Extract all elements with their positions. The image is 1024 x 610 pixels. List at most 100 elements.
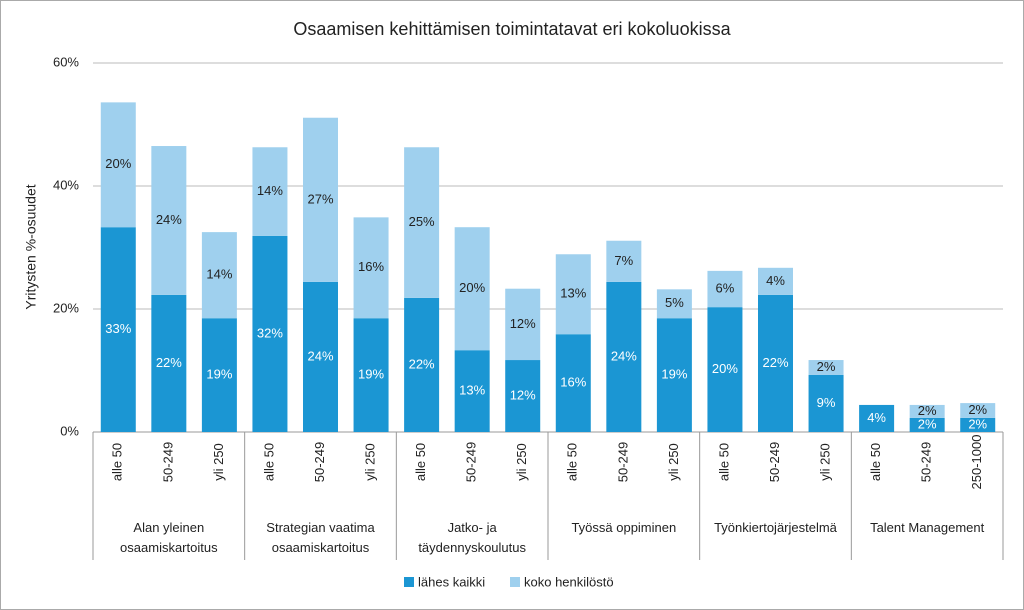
x-tick-label: 50-249 xyxy=(464,442,479,482)
y-tick-label: 0% xyxy=(60,423,79,438)
x-tick-label: alle 50 xyxy=(261,443,276,481)
data-label: 19% xyxy=(358,367,384,382)
legend-swatch xyxy=(404,577,414,587)
bar-segment xyxy=(454,227,490,351)
group-label: Alan yleinen osaamiskartoitus xyxy=(120,520,218,555)
bar-segment xyxy=(151,294,187,432)
y-tick-label: 60% xyxy=(53,54,79,69)
data-label: 6% xyxy=(716,280,735,295)
legend-label: koko henkilöstö xyxy=(524,574,614,589)
group-label: Työssä oppiminen xyxy=(571,520,677,535)
data-label: 5% xyxy=(665,295,684,310)
bar-segment xyxy=(303,281,338,432)
x-tick-label: yli 250 xyxy=(211,443,226,481)
x-tick-label: 50-249 xyxy=(312,442,327,482)
data-label: 22% xyxy=(409,356,435,371)
data-label: 27% xyxy=(307,191,333,206)
bar-segment xyxy=(100,227,136,432)
bar-segment xyxy=(505,360,541,432)
y-tick-label: 20% xyxy=(53,300,79,315)
bar-segment xyxy=(606,240,642,282)
data-label: 13% xyxy=(560,286,586,301)
data-label: 2% xyxy=(968,402,987,417)
data-label: 20% xyxy=(459,280,485,295)
bar-segment xyxy=(808,374,844,432)
bar-segment xyxy=(808,360,844,375)
data-label: 13% xyxy=(459,383,485,398)
data-label: 25% xyxy=(409,214,435,229)
data-label: 20% xyxy=(105,156,131,171)
data-label: 12% xyxy=(510,387,536,402)
data-label: 12% xyxy=(510,316,536,331)
bar-segment xyxy=(505,288,541,361)
x-tick-label: alle 50 xyxy=(868,443,883,481)
bar-segment xyxy=(151,146,187,295)
x-tick-label: alle 50 xyxy=(565,443,580,481)
bar-segment xyxy=(201,232,237,319)
bar-segment xyxy=(555,334,591,432)
x-tick-label: 250-1000 xyxy=(969,435,984,490)
data-label: 24% xyxy=(307,348,333,363)
group-label: Strategian vaatima osaamiskartoitus xyxy=(266,520,375,555)
bar-segment xyxy=(454,350,490,432)
bar-segment xyxy=(656,318,692,432)
bar-segment xyxy=(909,417,945,432)
bar-segment xyxy=(909,404,945,418)
legend-label: lähes kaikki xyxy=(418,574,485,589)
x-tick-label: 50-249 xyxy=(160,442,175,482)
bar-segment xyxy=(707,270,743,308)
data-label: 4% xyxy=(766,273,785,288)
x-tick-label: 50-249 xyxy=(767,442,782,482)
data-label: 14% xyxy=(206,267,232,282)
data-label: 20% xyxy=(712,361,738,376)
bar-segment xyxy=(960,403,996,418)
bar-segment xyxy=(303,117,338,282)
bar-segment xyxy=(859,404,895,432)
x-tick-label: alle 50 xyxy=(716,443,731,481)
bar-segment xyxy=(707,307,743,432)
group-label: Jatko- ja täydennyskoulutus xyxy=(418,520,526,555)
data-label: 19% xyxy=(661,367,687,382)
data-label: 19% xyxy=(206,367,232,382)
y-axis-title: Yritysten %-osuudet xyxy=(23,184,39,309)
legend-swatch xyxy=(510,577,520,587)
chart-title: Osaamisen kehittämisen toimintatavat eri… xyxy=(293,19,731,39)
group-label: Työnkiertojärjestelmä xyxy=(714,520,837,535)
data-label: 24% xyxy=(611,348,637,363)
y-tick-label: 40% xyxy=(53,177,79,192)
bar-segment xyxy=(353,217,389,319)
data-label: 2% xyxy=(918,403,937,418)
x-tick-label: yli 250 xyxy=(514,443,529,481)
x-tick-label: yli 250 xyxy=(817,443,832,481)
data-label: 14% xyxy=(257,183,283,198)
bar-segment xyxy=(353,318,389,432)
bar-segment xyxy=(404,147,440,298)
bar-segment xyxy=(758,267,793,295)
bar-segment xyxy=(555,254,591,335)
bar-segment xyxy=(201,318,237,432)
bar-segment xyxy=(656,289,692,319)
bar-segment xyxy=(758,294,793,432)
data-label: 22% xyxy=(762,355,788,370)
bar-segment xyxy=(252,235,288,432)
data-label: 33% xyxy=(105,321,131,336)
bar-segment xyxy=(606,281,642,432)
data-label: 4% xyxy=(867,410,886,425)
bar-segment xyxy=(404,297,440,432)
bar-segment xyxy=(960,417,996,432)
data-label: 16% xyxy=(560,375,586,390)
data-label: 24% xyxy=(156,212,182,227)
data-label: 22% xyxy=(156,355,182,370)
data-label: 2% xyxy=(817,359,836,374)
x-tick-label: alle 50 xyxy=(110,443,125,481)
data-label: 32% xyxy=(257,325,283,340)
data-label: 16% xyxy=(358,259,384,274)
x-tick-label: 50-249 xyxy=(919,442,934,482)
x-tick-label: alle 50 xyxy=(413,443,428,481)
group-label: Talent Management xyxy=(870,520,985,535)
bar-segment xyxy=(252,147,288,236)
data-label: 7% xyxy=(614,253,633,268)
x-tick-label: yli 250 xyxy=(666,443,681,481)
data-label: 9% xyxy=(817,395,836,410)
